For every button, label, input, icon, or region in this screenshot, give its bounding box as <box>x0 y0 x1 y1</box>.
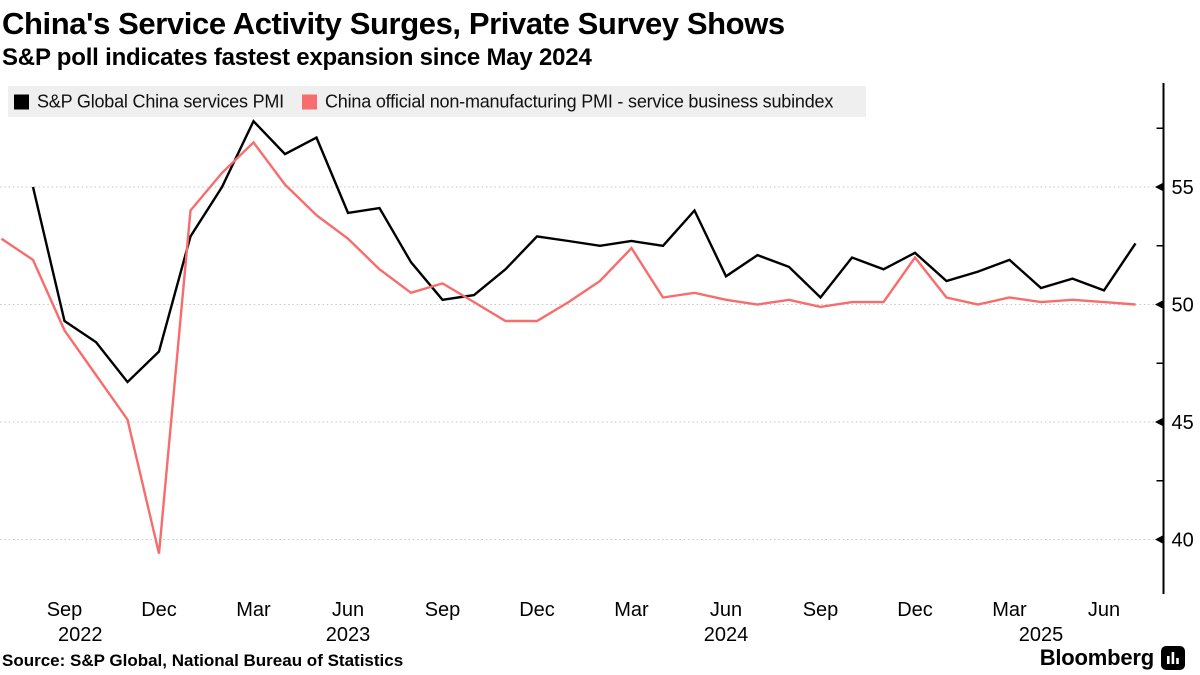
svg-text:2025: 2025 <box>1019 624 1064 646</box>
svg-text:Jun: Jun <box>710 599 742 621</box>
svg-text:Mar: Mar <box>236 599 271 621</box>
svg-text:2022: 2022 <box>58 624 103 646</box>
svg-text:2023: 2023 <box>326 624 371 646</box>
bloomberg-logo: Bloomberg <box>1040 645 1185 671</box>
source-note: Source: S&P Global, National Bureau of S… <box>2 651 404 670</box>
legend-swatch-black <box>14 94 29 109</box>
svg-text:Mar: Mar <box>614 599 649 621</box>
svg-text:Dec: Dec <box>141 599 177 621</box>
legend-label-sp-global: S&P Global China services PMI <box>37 91 284 111</box>
svg-text:Mar: Mar <box>992 599 1027 621</box>
svg-text:Dec: Dec <box>519 599 555 621</box>
svg-text:Sep: Sep <box>47 599 83 621</box>
svg-text:45: 45 <box>1172 412 1194 434</box>
svg-text:Sep: Sep <box>803 599 839 621</box>
svg-text:55: 55 <box>1172 177 1194 199</box>
svg-text:Jun: Jun <box>1088 599 1120 621</box>
svg-text:40: 40 <box>1172 530 1194 552</box>
page-subtitle: S&P poll indicates fastest expansion sin… <box>2 44 592 71</box>
svg-text:Jun: Jun <box>332 599 364 621</box>
chart-legend: S&P Global China services PMI China offi… <box>8 86 866 117</box>
legend-item-sp-global-pmi: S&P Global China services PMI <box>14 91 284 112</box>
legend-swatch-red <box>302 94 317 109</box>
svg-text:2024: 2024 <box>704 624 749 646</box>
legend-item-official-pmi: China official non-manufacturing PMI - s… <box>302 91 833 112</box>
bloomberg-bar-chart-icon <box>1161 646 1185 670</box>
page-title: China's Service Activity Surges, Private… <box>2 6 785 41</box>
bloomberg-wordmark: Bloomberg <box>1039 645 1155 670</box>
svg-text:Dec: Dec <box>897 599 933 621</box>
svg-text:Sep: Sep <box>425 599 461 621</box>
svg-text:50: 50 <box>1172 295 1194 317</box>
legend-label-official: China official non-manufacturing PMI - s… <box>325 91 834 111</box>
